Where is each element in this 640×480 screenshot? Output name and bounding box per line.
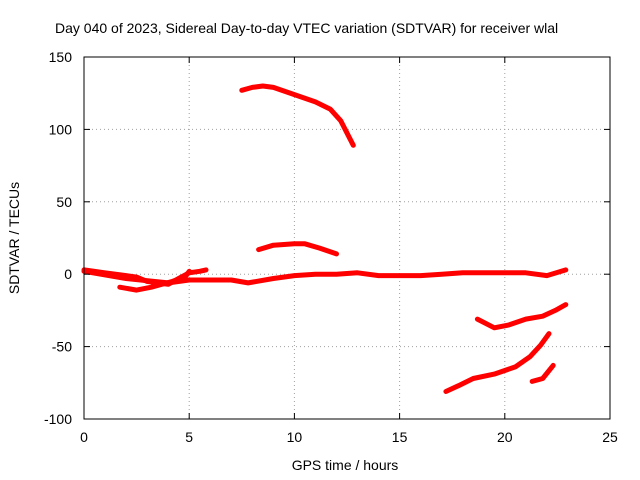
series-arc-early-b	[117, 268, 192, 293]
y-tick-label: -50	[52, 339, 72, 355]
series-arc-high-a	[239, 83, 356, 148]
y-tick-label: -100	[44, 411, 72, 427]
y-tick-label: 100	[49, 121, 73, 137]
series-arc-low-a	[443, 331, 552, 394]
x-tick-label: 25	[602, 429, 618, 445]
series-arc-low-c	[529, 362, 556, 384]
series-arc-low-b	[474, 302, 569, 331]
chart-title: Day 040 of 2023, Sidereal Day-to-day VTE…	[55, 20, 558, 36]
x-tick-label: 15	[392, 429, 408, 445]
x-axis-ticks: 0 5 10 15 20 25	[80, 57, 618, 445]
y-tick-label: 0	[64, 266, 72, 282]
x-tick-label: 5	[185, 429, 193, 445]
series-group	[81, 83, 569, 394]
y-axis-ticks: -100 -50 0 50 100 150	[44, 49, 610, 427]
y-tick-label: 150	[49, 49, 73, 65]
x-tick-label: 10	[287, 429, 303, 445]
plot-frame	[83, 56, 611, 420]
x-tick-label: 0	[80, 429, 88, 445]
x-axis-label: GPS time / hours	[292, 457, 399, 473]
x-tick-label: 20	[497, 429, 513, 445]
y-tick-label: 50	[56, 194, 72, 210]
grid-lines	[84, 57, 610, 419]
series-arc-high-b	[256, 241, 339, 257]
y-axis-label: SDTVAR / TECUs	[6, 182, 22, 294]
series-arc-baseline	[81, 267, 569, 286]
